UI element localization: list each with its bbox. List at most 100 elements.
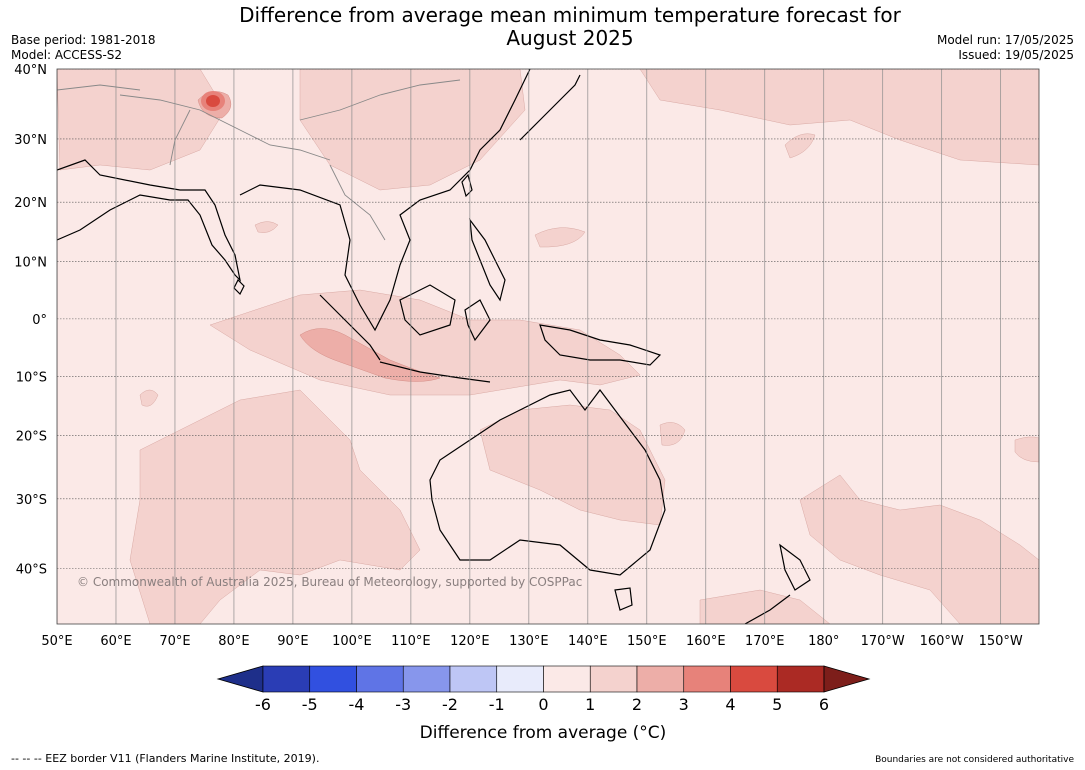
colorbar-tick-label: -6 <box>255 695 271 714</box>
colorbar-swatch <box>262 665 311 693</box>
lon-label: 80°E <box>218 634 249 649</box>
lon-label: 160°E <box>686 634 726 649</box>
coastlines <box>57 69 811 624</box>
lon-label: 50°E <box>41 634 72 649</box>
lat-label: 30°N <box>14 133 47 148</box>
lon-label: 140°E <box>568 634 608 649</box>
coast-sumatra <box>319 294 381 361</box>
border-himalaya <box>119 94 331 161</box>
anomaly-region-south-indian-ocean <box>129 389 421 624</box>
coast-philippines <box>469 217 506 302</box>
coast-taiwan <box>461 173 473 198</box>
colorbar-tick-label: -2 <box>442 695 458 714</box>
lon-label: 100°E <box>332 634 372 649</box>
colorbar-tick-label: 0 <box>538 695 548 714</box>
lon-label: 180° <box>808 634 839 649</box>
colorbar-tick-label: 5 <box>772 695 782 714</box>
map-frame <box>56 68 1040 625</box>
anomaly-region-china <box>299 69 526 191</box>
colorbar-tick-label: -5 <box>302 695 318 714</box>
colorbar-tick-label: 4 <box>725 695 735 714</box>
anomaly-region-northeast-pacific <box>639 69 1039 166</box>
lat-label: 40°N <box>14 63 47 78</box>
title-line-1: Difference from average mean minimum tem… <box>239 3 901 27</box>
anomaly-region-small-2 <box>659 422 686 446</box>
title-line-2: August 2025 <box>506 26 634 50</box>
lat-label: 20°N <box>14 196 47 211</box>
colorbar-tick-label: 3 <box>679 695 689 714</box>
colorbar-title: Difference from average (°C) <box>420 723 667 743</box>
lon-label: 150°E <box>627 634 667 649</box>
anomaly-region-east-indian-ocean <box>209 289 641 396</box>
latitude-labels: 40°N 30°N 20°N 10°N 0° 10°S 20°S 30°S 40°S <box>14 63 47 578</box>
anomaly-region-small-6 <box>254 221 279 233</box>
anomaly-region-small-5 <box>139 389 159 407</box>
colorbar-swatch <box>730 665 778 693</box>
lat-label: 10°N <box>14 255 47 270</box>
anomaly-region-australia <box>479 404 666 526</box>
country-borders <box>57 79 461 241</box>
colorbar-swatch <box>636 665 685 693</box>
anomaly-region-small-3 <box>784 133 816 159</box>
anomaly-hotspot-himalaya <box>201 91 225 111</box>
coast-borneo <box>399 284 456 336</box>
anomaly-region-small-1 <box>534 227 586 248</box>
lon-label: 60°E <box>100 634 131 649</box>
colorbar-swatch <box>589 665 638 693</box>
colorbar: -6 -5 -4 -3 -2 -1 0 1 2 3 4 5 6 <box>216 665 871 714</box>
lon-label: 90°E <box>277 634 308 649</box>
border-indochina <box>329 164 386 241</box>
lon-label: 120°E <box>450 634 490 649</box>
model-run: Model run: 17/05/2025 <box>936 33 1074 47</box>
colorbar-high-extension <box>823 665 871 693</box>
colorbar-tick-label: -4 <box>349 695 365 714</box>
lon-label: 110°E <box>391 634 431 649</box>
colorbar-swatch <box>683 665 731 693</box>
colorbar-swatch <box>496 665 544 693</box>
colorbar-swatch <box>449 665 498 693</box>
map-area: © Commonwealth of Australia 2025, Bureau… <box>57 69 1039 624</box>
lon-label: 130°E <box>509 634 549 649</box>
coast-new-zealand-south <box>744 594 791 624</box>
lat-label: 20°S <box>16 430 47 445</box>
coast-java <box>379 361 491 383</box>
lat-label: 0° <box>32 313 47 328</box>
coast-australia <box>429 389 666 576</box>
lon-label: 150°W <box>979 634 1023 649</box>
anomaly-region-small-4 <box>1014 436 1039 463</box>
lon-label: 170°E <box>745 634 785 649</box>
coast-tasmania <box>614 587 633 611</box>
lon-label: 70°E <box>159 634 190 649</box>
lat-label: 10°S <box>16 370 47 385</box>
coast-india <box>57 159 241 282</box>
coast-new-zealand-north <box>779 543 811 591</box>
colorbar-swatch <box>356 665 404 693</box>
model-name: Model: ACCESS-S2 <box>11 48 123 62</box>
lat-label: 40°S <box>16 563 47 578</box>
boundaries-note: Boundaries are not considered authoritat… <box>875 755 1074 765</box>
issued-date: Issued: 19/05/2025 <box>958 48 1074 62</box>
colorbar-tick-label: -3 <box>395 695 411 714</box>
map-title: Difference from average mean minimum tem… <box>170 4 970 50</box>
run-info: Model run: 17/05/2025 Issued: 19/05/2025 <box>937 33 1074 63</box>
coast-sulawesi <box>464 299 491 342</box>
base-period: Base period: 1981-2018 <box>11 33 156 47</box>
border-central-asia <box>57 84 141 91</box>
colorbar-tick-label: 2 <box>632 695 642 714</box>
copyright-notice: © Commonwealth of Australia 2025, Bureau… <box>77 575 582 589</box>
longitude-gridlines <box>57 69 1002 624</box>
coast-southeast-asia <box>239 69 531 332</box>
coast-sri-lanka <box>233 278 245 296</box>
colorbar-low-extension <box>216 665 264 693</box>
lon-label: 160°W <box>920 634 964 649</box>
colorbar-swatch <box>543 665 591 693</box>
coast-new-guinea <box>539 324 662 366</box>
border-china-north <box>299 79 461 121</box>
coast-japan <box>519 74 581 141</box>
colorbar-tick-label: 1 <box>585 695 595 714</box>
longitude-labels: 50°E 60°E 70°E 80°E 90°E 100°E 110°E 120°E 130°E… <box>41 634 1023 649</box>
colorbar-tick-label: 6 <box>819 695 829 714</box>
colorbar-swatch <box>402 665 451 693</box>
lon-label: 170°W <box>861 634 905 649</box>
